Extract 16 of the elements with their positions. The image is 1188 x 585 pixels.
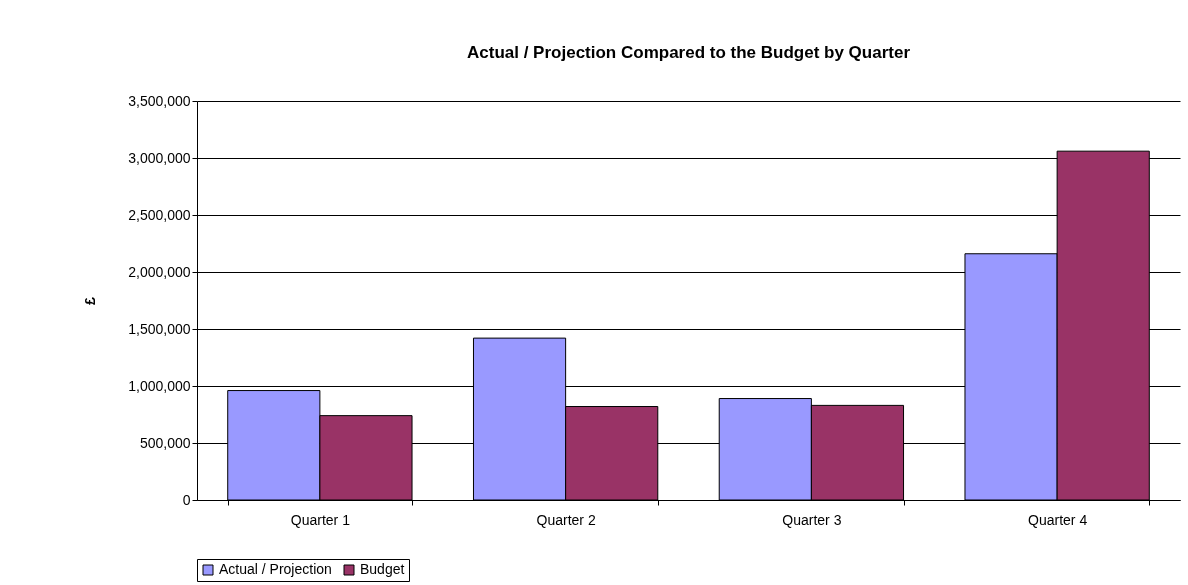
x-tick-label: Quarter 4	[1028, 511, 1088, 528]
y-tick-label: 3,500,000	[128, 92, 191, 109]
legend-label: Actual / Projection	[219, 561, 332, 577]
y-tick-label: 1,500,000	[128, 320, 191, 337]
chart-title: Actual / Projection Compared to the Budget by Quarter	[467, 43, 911, 62]
legend-label: Budget	[360, 561, 405, 577]
y-tick-label: 2,000,000	[128, 263, 191, 280]
y-tick-label: 2,500,000	[128, 206, 191, 223]
y-tick-label: 500,000	[139, 434, 191, 451]
y-tick-label: 3,000,000	[128, 149, 191, 166]
x-tick-label: Quarter 1	[290, 511, 351, 528]
y-tick-label: 0	[182, 491, 191, 508]
x-tick-label: Quarter 3	[782, 511, 842, 528]
y-axis-title: £	[82, 296, 99, 305]
y-tick-label: 1,000,000	[128, 377, 191, 394]
x-tick-label: Quarter 2	[536, 511, 596, 528]
